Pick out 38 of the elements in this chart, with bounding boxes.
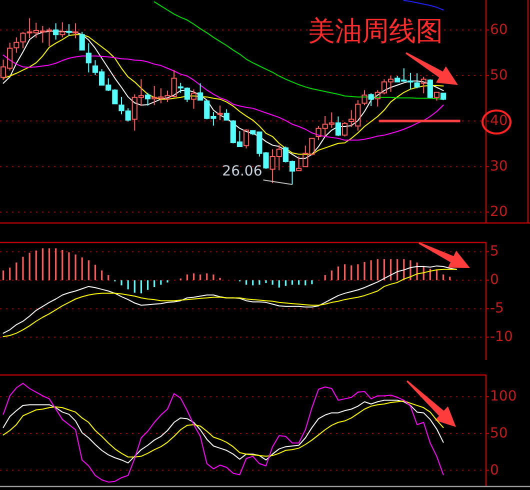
y-tick-label: 60 [490, 22, 508, 38]
candlestick [414, 72, 420, 89]
y-tick-label: 30 [490, 158, 508, 175]
line-series [403, 0, 444, 11]
y-tick-label: -5 [490, 300, 504, 317]
candlestick [296, 156, 302, 172]
y-tick-label: 50 [490, 68, 508, 84]
y-tick-label: 20 [490, 204, 508, 220]
candlestick [440, 92, 446, 101]
candlestick [427, 78, 433, 99]
line-series [2, 382, 444, 483]
candlestick [342, 121, 348, 138]
candlestick [335, 116, 342, 137]
candlestick [66, 24, 72, 36]
candlestick [434, 91, 440, 102]
y-tick-label: 100 [490, 388, 517, 405]
y-tick-label: 5 [490, 244, 499, 260]
candlestick [243, 128, 250, 149]
candlestick [190, 88, 197, 110]
candlestick [79, 31, 85, 52]
candlestick [368, 92, 374, 107]
candlestick [60, 22, 66, 38]
candlestick [224, 108, 230, 122]
candlestick [217, 105, 223, 121]
y-tick-label: 40 [490, 113, 508, 130]
y-tick-label: -10 [490, 329, 513, 346]
y-tick-label: 0 [490, 462, 499, 478]
text: 美油周线图 [308, 16, 444, 47]
annotation: 26.06 [222, 164, 262, 180]
y-tick-label: 0 [490, 272, 499, 288]
y-tick-label: 50 [490, 425, 508, 442]
candlestick [420, 76, 426, 94]
candlestick [72, 22, 78, 39]
candlestick [198, 82, 204, 102]
candlestick [144, 92, 151, 106]
candlestick [86, 42, 92, 73]
line-series [2, 54, 444, 141]
candlestick [53, 22, 59, 40]
